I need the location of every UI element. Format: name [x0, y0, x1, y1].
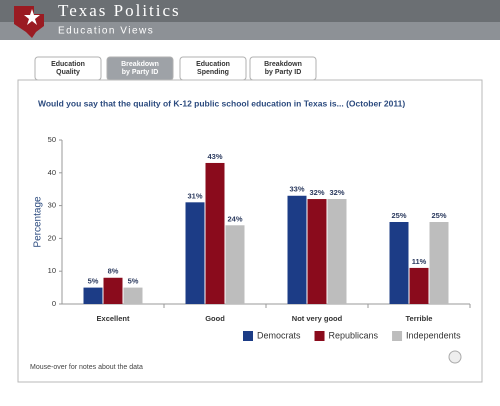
bar: [123, 287, 143, 304]
legend-swatch: [243, 331, 253, 341]
site-title: Texas Politics: [58, 1, 181, 20]
y-tick-label: 0: [52, 299, 56, 308]
value-label: 32%: [329, 188, 344, 197]
plot: 0 10 20 30 40 50 Excellent 5% 8% 5% Good 31% 43% 24% N…: [48, 135, 471, 341]
bar: [103, 277, 123, 304]
tab-label: Education: [51, 61, 85, 68]
bar: [185, 202, 205, 304]
value-label: 24%: [227, 214, 242, 223]
x-tick-label: Not very good: [292, 314, 343, 323]
tab-label: Breakdown: [121, 61, 159, 68]
logo-star: [24, 9, 40, 25]
tab-label: by Party ID: [122, 69, 159, 76]
tab-label: Quality: [56, 69, 80, 76]
chart-title: Would you say that the quality of K-12 p…: [38, 98, 405, 108]
value-label: 25%: [431, 211, 446, 220]
info-icon[interactable]: [448, 350, 462, 364]
bar: [327, 199, 347, 304]
y-tick-label: 50: [48, 135, 56, 144]
value-label: 5%: [88, 277, 99, 286]
header-subband: [0, 22, 500, 40]
bar: [389, 222, 409, 304]
x-tick-label: Good: [205, 314, 225, 323]
legend-label: Republicans: [329, 330, 379, 340]
value-label: 33%: [289, 185, 304, 194]
tab-label: Spending: [197, 69, 229, 76]
value-label: 31%: [187, 191, 202, 200]
site-subtitle: Education Views: [58, 26, 154, 37]
y-tick-label: 10: [48, 266, 56, 275]
bar: [307, 199, 327, 304]
bar: [225, 225, 245, 304]
value-label: 43%: [207, 152, 222, 161]
legend-label: Independents: [406, 330, 461, 340]
value-label: 8%: [108, 267, 119, 276]
bar: [287, 195, 307, 304]
value-label: 25%: [391, 211, 406, 220]
legend-swatch: [392, 331, 403, 341]
value-label: 32%: [309, 188, 324, 197]
x-tick-label: Terrible: [406, 314, 433, 323]
x-tick-label: Excellent: [97, 314, 130, 323]
bar: [429, 222, 449, 304]
y-tick-label: 40: [48, 168, 56, 177]
value-label: 5%: [128, 277, 139, 286]
legend-label: Democrats: [257, 330, 301, 340]
value-label: 11%: [412, 257, 427, 266]
tab-label: Education: [196, 61, 230, 68]
y-tick-label: 30: [48, 201, 56, 210]
y-tick-label: 20: [48, 233, 56, 242]
y-axis-label: Percentage: [33, 196, 44, 248]
bar: [409, 267, 429, 304]
header-band: [0, 0, 500, 22]
legend-swatch: [314, 331, 325, 341]
bar: [205, 162, 225, 304]
bar: [83, 287, 103, 304]
tab-label: Breakdown: [264, 61, 302, 68]
tab-label: by Party ID: [265, 69, 302, 76]
footer-note: Mouse-over for notes about the data: [30, 364, 143, 371]
